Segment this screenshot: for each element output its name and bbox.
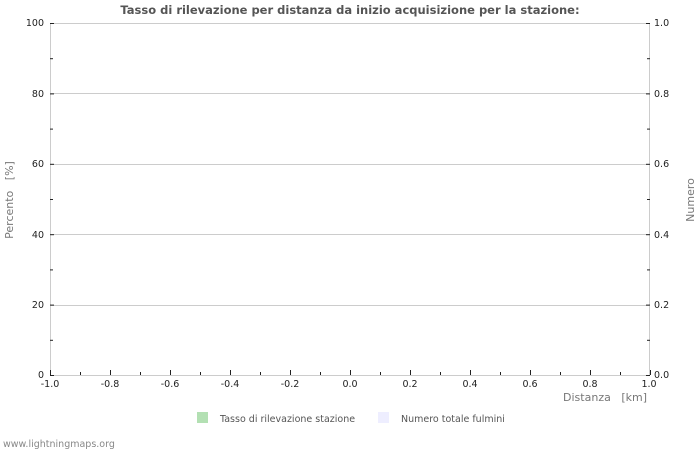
y-axis-tick-labels: 100 80 60 40 20 0 (26, 18, 44, 381)
y2-axis-ticks (646, 23, 650, 376)
svg-text:-0.8: -0.8 (101, 379, 120, 390)
svg-text:0.8: 0.8 (582, 379, 597, 390)
axes (50, 23, 650, 376)
y-axis-label: Percento [%] (3, 161, 16, 239)
legend-item-total-strikes: Numero totale fulmini (378, 412, 505, 425)
svg-text:-1.0: -1.0 (41, 379, 60, 390)
svg-text:0: 0 (38, 370, 44, 381)
svg-text:0.4: 0.4 (654, 230, 669, 241)
svg-text:0.2: 0.2 (654, 300, 669, 311)
svg-text:60: 60 (32, 159, 44, 170)
svg-text:0.6: 0.6 (654, 159, 669, 170)
y2-axis-tick-labels: 1.0 0.8 0.6 0.4 0.2 0.0 (654, 18, 669, 381)
footer-watermark: www.lightningmaps.org (3, 439, 115, 450)
svg-text:Numero totale fulmini: Numero totale fulmini (401, 414, 505, 425)
y-axis-ticks (50, 23, 54, 376)
svg-text:0.0: 0.0 (342, 379, 357, 390)
x-axis-tick-labels: -1.0 -0.8 -0.6 -0.4 -0.2 0.0 0.2 0.4 0.6… (41, 379, 657, 390)
chart-title: Tasso di rilevazione per distanza da ini… (120, 3, 580, 17)
legend: Tasso di rilevazione stazione Numero tot… (197, 412, 505, 425)
svg-text:0.8: 0.8 (654, 89, 669, 100)
svg-text:0.4: 0.4 (462, 379, 477, 390)
svg-text:80: 80 (32, 89, 44, 100)
svg-text:-0.2: -0.2 (281, 379, 300, 390)
svg-text:0.2: 0.2 (402, 379, 417, 390)
svg-text:20: 20 (32, 300, 44, 311)
x-axis-label: Distanza [km] (563, 391, 647, 404)
gridlines (50, 23, 650, 306)
svg-text:40: 40 (32, 230, 44, 241)
svg-text:0.0: 0.0 (654, 370, 669, 381)
svg-text:100: 100 (26, 18, 44, 29)
x-axis-ticks (50, 370, 651, 375)
legend-item-detection-rate: Tasso di rilevazione stazione (197, 412, 355, 425)
legend-swatch-green (197, 412, 208, 423)
legend-swatch-lavender (378, 412, 389, 423)
svg-text:-0.4: -0.4 (221, 379, 240, 390)
svg-text:1.0: 1.0 (654, 18, 669, 29)
svg-text:-0.6: -0.6 (161, 379, 180, 390)
svg-text:1.0: 1.0 (641, 379, 656, 390)
y2-axis-label: Numero (684, 178, 697, 222)
svg-text:0.6: 0.6 (522, 379, 537, 390)
svg-text:Tasso di rilevazione stazione: Tasso di rilevazione stazione (219, 414, 355, 425)
